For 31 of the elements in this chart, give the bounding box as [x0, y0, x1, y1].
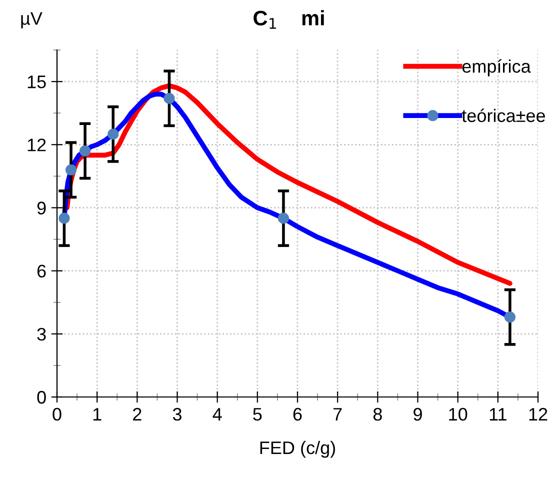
chart-title: C$_{1}$ mi: [254, 10, 324, 29]
x-axis-title: FED (c/g): [260, 440, 335, 458]
x-tick-label: 11: [490, 408, 506, 420]
legend-label: empírica: [462, 59, 531, 76]
point: [278, 212, 290, 224]
point: [80, 145, 91, 156]
point: [65, 164, 77, 176]
y-axis-title: µV: [21, 12, 42, 28]
x-tick-label: 12: [529, 408, 548, 420]
y-tick-label: 12: [28, 138, 46, 152]
x-tick-label: 5: [253, 408, 262, 421]
x-tick-label: 4: [212, 408, 222, 420]
x-tick-label: 1: [93, 408, 102, 420]
x-tick-label: 8: [373, 408, 382, 421]
y-tick-label: 0: [37, 390, 46, 404]
point: [58, 212, 70, 224]
y-tick-label: 6: [37, 264, 46, 278]
point: [504, 312, 516, 323]
legend-label: teórica±ee: [462, 108, 545, 122]
x-tick-label: 9: [414, 408, 422, 421]
point: [108, 128, 119, 140]
point: [164, 92, 175, 104]
x-tick-label: 0: [52, 408, 62, 421]
x-tick-label: 6: [293, 408, 302, 421]
x-tick-label: 7: [333, 408, 342, 420]
y-tick-label: 9: [37, 202, 46, 214]
y-tick-label: 3: [37, 328, 46, 341]
x-tick-label: 10: [449, 408, 468, 421]
x-tick-label: 3: [172, 408, 182, 421]
x-tick-label: 2: [133, 408, 142, 420]
y-tick-label: 15: [28, 76, 46, 88]
